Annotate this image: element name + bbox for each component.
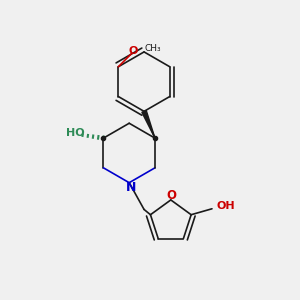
Text: CH₃: CH₃ <box>144 44 161 53</box>
Text: HO: HO <box>66 128 85 138</box>
Text: N: N <box>125 181 136 194</box>
Text: O: O <box>167 189 177 202</box>
Polygon shape <box>142 110 155 138</box>
Text: O: O <box>128 46 138 56</box>
Text: OH: OH <box>216 201 235 211</box>
